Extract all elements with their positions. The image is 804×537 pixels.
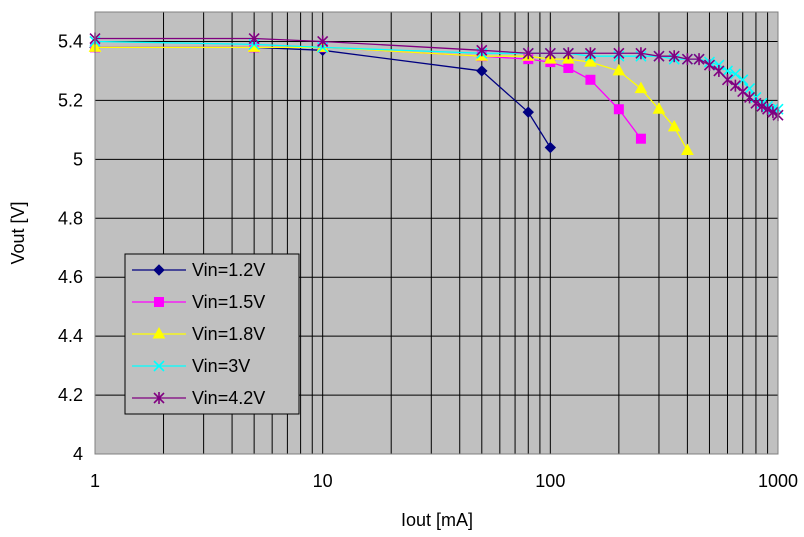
y-tick-label: 5.2	[58, 90, 83, 110]
series-5	[89, 32, 784, 122]
data-point	[522, 106, 534, 118]
data-point	[762, 103, 774, 116]
data-point	[653, 50, 665, 63]
data-point	[634, 81, 648, 94]
y-tick-label: 4.8	[58, 208, 83, 228]
data-point	[721, 73, 734, 86]
data-point	[721, 65, 734, 77]
data-point	[544, 47, 556, 60]
data-point	[756, 100, 768, 113]
data-point	[681, 53, 693, 66]
data-point	[248, 32, 260, 45]
data-point	[635, 47, 647, 60]
y-tick-label: 4.4	[58, 326, 83, 346]
legend: Vin=1.2V Vin=1.5V Vin=1.8V Vin=3V Vin=4.2V	[124, 253, 300, 415]
x-tick-label: 100	[535, 471, 565, 491]
data-point	[729, 79, 741, 92]
legend-item: Vin=1.2V	[132, 260, 265, 280]
data-point	[693, 53, 705, 66]
x-tick-label: 1000	[758, 471, 798, 491]
data-point	[476, 44, 488, 57]
legend-label: Vin=1.5V	[192, 292, 265, 312]
y-axis-ticks: 4 4.2 4.4 4.6 4.8 5 5.2 5.4	[58, 31, 83, 464]
x-tick-label: 10	[313, 471, 333, 491]
data-point	[750, 97, 762, 110]
legend-marker	[153, 392, 165, 404]
data-point	[767, 106, 779, 119]
legend-label: Vin=4.2V	[192, 388, 265, 408]
data-point	[729, 68, 741, 80]
data-point	[668, 50, 680, 63]
data-point	[713, 64, 725, 77]
plot-border	[94, 11, 779, 455]
x-axis-ticks: 1 10 100 1000	[90, 471, 798, 491]
data-point	[635, 133, 646, 144]
data-point	[476, 65, 488, 77]
legend-marker	[153, 360, 165, 372]
data-point	[544, 141, 557, 154]
data-point	[585, 74, 596, 85]
legend-label: Vin=1.8V	[192, 324, 265, 344]
legend-marker	[152, 326, 166, 339]
legend-item: Vin=3V	[132, 356, 250, 376]
y-axis-label: Vout [V]	[8, 201, 28, 264]
x-tick-label: 1	[90, 471, 100, 491]
data-point	[317, 35, 329, 48]
data-point	[652, 102, 666, 114]
y-tick-label: 4.2	[58, 385, 83, 405]
y-tick-label: 4.6	[58, 267, 83, 287]
data-point	[743, 83, 756, 95]
legend-label: Vin=1.2V	[192, 260, 265, 280]
legend-marker	[153, 264, 165, 276]
data-point	[613, 104, 624, 115]
legend-item: Vin=1.5V	[132, 292, 265, 312]
data-point	[522, 47, 534, 60]
legend-item: Vin=4.2V	[132, 388, 265, 408]
data-point	[563, 62, 574, 73]
data-point	[737, 74, 749, 86]
y-tick-label: 4	[73, 444, 83, 464]
data-point	[584, 55, 597, 67]
series-layer	[88, 32, 784, 155]
data-point	[681, 143, 694, 155]
y-tick-label: 5	[73, 149, 83, 169]
legend-item: Vin=1.8V	[132, 324, 265, 344]
legend-marker	[154, 297, 164, 307]
y-tick-label: 5.4	[58, 31, 83, 51]
legend-label: Vin=3V	[192, 356, 250, 376]
data-point	[703, 59, 716, 72]
data-point	[667, 119, 681, 132]
data-point	[584, 47, 596, 60]
data-point	[562, 47, 574, 60]
data-point	[612, 63, 626, 76]
x-axis-label: Iout [mA]	[401, 510, 473, 530]
data-point	[613, 47, 625, 60]
